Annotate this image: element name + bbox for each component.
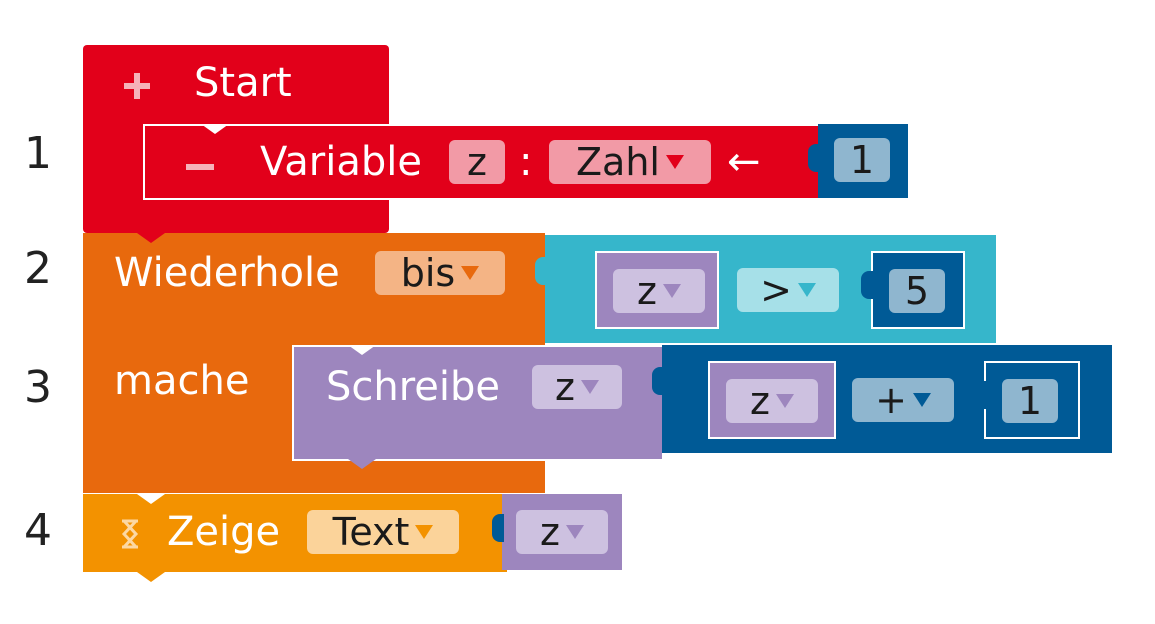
variable-block[interactable]: Variable z : Zahl ←: [143, 124, 823, 200]
show-mode-dropdown[interactable]: Text: [307, 510, 459, 554]
chevron-down-icon: [665, 155, 684, 169]
show-value-value: z: [540, 510, 560, 554]
chevron-down-icon: [797, 283, 816, 297]
sum-expression-block[interactable]: z + 1: [652, 345, 1112, 453]
plus-icon[interactable]: [121, 70, 153, 102]
sum-left-variable[interactable]: z: [726, 379, 818, 423]
write-block-bottom-notch: [348, 459, 376, 469]
comparison-operator-value: >: [760, 268, 792, 312]
input-socket: [808, 144, 820, 172]
hourglass-icon: [119, 518, 141, 550]
condition-left-variable[interactable]: z: [613, 269, 705, 313]
condition-block[interactable]: z > 5: [535, 235, 996, 343]
condition-left-operand[interactable]: z: [595, 251, 719, 329]
chevron-down-icon: [662, 284, 681, 298]
variable-value-field[interactable]: 1: [834, 138, 890, 182]
line-number-3: 3: [24, 362, 52, 413]
variable-value-block[interactable]: 1: [808, 124, 908, 198]
repeat-mode-value: bis: [400, 251, 456, 295]
sum-right-operand[interactable]: 1: [974, 361, 1080, 439]
minus-icon[interactable]: [183, 150, 217, 184]
write-target-value: z: [555, 365, 575, 409]
chevron-down-icon: [565, 525, 584, 539]
show-label: Zeige: [167, 509, 281, 555]
condition-right-operand[interactable]: 5: [861, 251, 965, 329]
input-socket: [492, 514, 504, 542]
variable-label: Variable: [260, 139, 422, 185]
condition-right-value-field[interactable]: 5: [889, 269, 945, 313]
input-socket: [535, 257, 547, 285]
write-target-dropdown[interactable]: z: [532, 365, 622, 409]
sum-right-value-field[interactable]: 1: [1002, 379, 1058, 423]
variable-name-field[interactable]: z: [449, 140, 505, 184]
repeat-body-label: mache: [114, 358, 250, 404]
input-socket: [861, 271, 873, 299]
show-value-variable[interactable]: z: [516, 510, 608, 554]
chevron-down-icon: [912, 393, 931, 407]
variable-block-notch: [201, 124, 229, 134]
start-label: Start: [194, 60, 292, 106]
repeat-mode-dropdown[interactable]: bis: [375, 251, 505, 295]
variable-type-dropdown[interactable]: Zahl: [549, 140, 711, 184]
write-label: Schreibe: [326, 364, 501, 410]
math-operator-dropdown[interactable]: +: [852, 378, 954, 422]
variable-type-separator: :: [519, 139, 533, 185]
chevron-down-icon: [461, 266, 480, 280]
variable-type-value: Zahl: [576, 140, 660, 184]
comparison-operator-dropdown[interactable]: >: [737, 268, 839, 312]
chevron-down-icon: [775, 394, 794, 408]
line-number-1: 1: [24, 128, 52, 179]
write-block-notch: [348, 345, 376, 355]
repeat-label: Wiederhole: [114, 250, 340, 296]
show-block[interactable]: Zeige Text: [83, 494, 507, 582]
show-block-notch: [137, 494, 165, 504]
chevron-down-icon: [580, 380, 599, 394]
input-socket: [974, 381, 986, 409]
input-socket: [652, 367, 664, 395]
math-operator-value: +: [875, 378, 907, 422]
assign-arrow: ←: [727, 139, 761, 185]
show-value-block[interactable]: z: [492, 494, 622, 570]
condition-left-value: z: [637, 269, 657, 313]
repeat-block-notch: [137, 233, 165, 243]
show-mode-value: Text: [332, 510, 410, 554]
sum-left-operand[interactable]: z: [708, 361, 836, 439]
sum-left-value: z: [750, 379, 770, 423]
write-block[interactable]: Schreibe z: [292, 345, 664, 469]
show-block-bottom-notch: [137, 572, 165, 582]
line-number-2: 2: [24, 243, 52, 294]
line-number-4: 4: [24, 505, 52, 556]
chevron-down-icon: [415, 525, 434, 539]
